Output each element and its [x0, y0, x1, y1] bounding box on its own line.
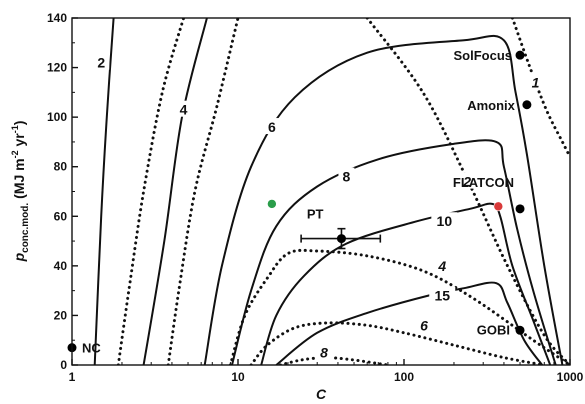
solid-contour-10 [260, 202, 552, 365]
y-tick-label: 60 [54, 209, 68, 223]
data-points: NC PT FLATCON Amonix SolFocus GOBI [67, 48, 532, 356]
y-tick-label: 120 [47, 61, 67, 75]
y-axis-title-group: pconc.mod. (MJ m-2 yr-1) [10, 121, 31, 263]
solid-contour-6 [203, 34, 564, 365]
data-point-label-solfocus: SolFocus [454, 48, 513, 63]
solid-contours [93, 18, 564, 365]
y-tick-label: 20 [54, 308, 68, 322]
dotted-contour-label-6: 6 [420, 317, 428, 333]
y-axis-title-exp1: -2 [10, 150, 20, 158]
dotted-contour-6 [249, 321, 546, 365]
y-axis-title-exp2: -1 [10, 125, 20, 133]
dotted-contour-4 [228, 248, 570, 365]
contour-label-bg [429, 286, 456, 303]
x-tick-label: 10 [231, 370, 245, 384]
contour-label-bg [527, 73, 544, 90]
contour-label-bg [431, 212, 458, 229]
data-point-amonix [522, 100, 532, 110]
data-point-label-amonix: Amonix [467, 98, 515, 113]
data-point-gobi [515, 325, 525, 335]
dotted-contour-1 [116, 18, 186, 365]
dotted-contour-2b [365, 18, 570, 365]
data-point-label-gobi: GOBI [477, 322, 510, 337]
data-point-flatcon [515, 204, 525, 214]
y-axis-title-units: (MJ m [11, 158, 27, 198]
dotted-contour-label-2: 2 [462, 174, 471, 190]
y-axis-title-main: p [11, 252, 27, 262]
contour-label-bg [263, 118, 280, 135]
contour-label-bg [416, 316, 433, 333]
dotted-contour-label-8: 8 [320, 345, 328, 361]
solid-contour-4 [142, 18, 208, 365]
solid-contour-label-8: 8 [343, 169, 351, 185]
extra-marker [493, 201, 504, 212]
data-point-pt [336, 234, 346, 244]
solid-contour-label-15: 15 [434, 288, 450, 304]
y-axis-title: pconc.mod. (MJ m-2 yr-1) [10, 121, 31, 263]
solid-contour-label-2: 2 [97, 55, 105, 71]
y-axis-title-end: ) [11, 121, 27, 126]
extra-marker [267, 199, 277, 209]
data-point-label-pt: PT [307, 207, 324, 222]
contour-label-bg [93, 53, 110, 70]
contour-label-bg [175, 100, 192, 117]
x-tick-label: 1000 [557, 370, 584, 384]
x-axis-title: C [316, 386, 327, 402]
y-axis-title-sub: conc.mod. [20, 203, 31, 253]
y-tick-label: 140 [47, 11, 67, 25]
y-tick-label: 0 [60, 358, 67, 372]
contour-label-bg [459, 172, 476, 189]
y-tick-label: 80 [54, 160, 68, 174]
y-tick-label: 100 [47, 110, 67, 124]
solid-contour-2 [93, 18, 115, 365]
solid-contour-label-6: 6 [268, 119, 276, 135]
data-point-label-flatcon: FLATCON [453, 175, 514, 190]
y-tick-label: 40 [54, 259, 68, 273]
contour-label-bg [338, 167, 355, 184]
data-point-solfocus [515, 50, 525, 60]
contour-labels: 2 4 6 8 10 15 1 2 4 6 8 [93, 53, 544, 361]
dotted-contour-label-4: 4 [437, 258, 446, 274]
data-point-label-nc: NC [82, 341, 101, 356]
dotted-contour-1b [510, 18, 570, 159]
solid-contour-label-10: 10 [437, 213, 453, 229]
x-tick-label: 1 [69, 370, 76, 384]
axis-ticks: 1 10 100 1000 0 20 40 60 80 100 120 140 [47, 11, 584, 384]
contour-label-bg [434, 256, 451, 273]
dotted-contours [116, 18, 570, 365]
dotted-contour-8 [278, 356, 390, 365]
dotted-contour-label-1: 1 [532, 74, 540, 90]
contour-label-bg [316, 343, 333, 360]
plot-area-background [72, 18, 570, 365]
dotted-contour-2 [166, 18, 240, 365]
y-axis-title-mid: yr [11, 133, 27, 151]
solid-contour-8 [231, 139, 557, 365]
solid-contour-label-4: 4 [180, 102, 188, 118]
x-tick-label: 100 [394, 370, 414, 384]
